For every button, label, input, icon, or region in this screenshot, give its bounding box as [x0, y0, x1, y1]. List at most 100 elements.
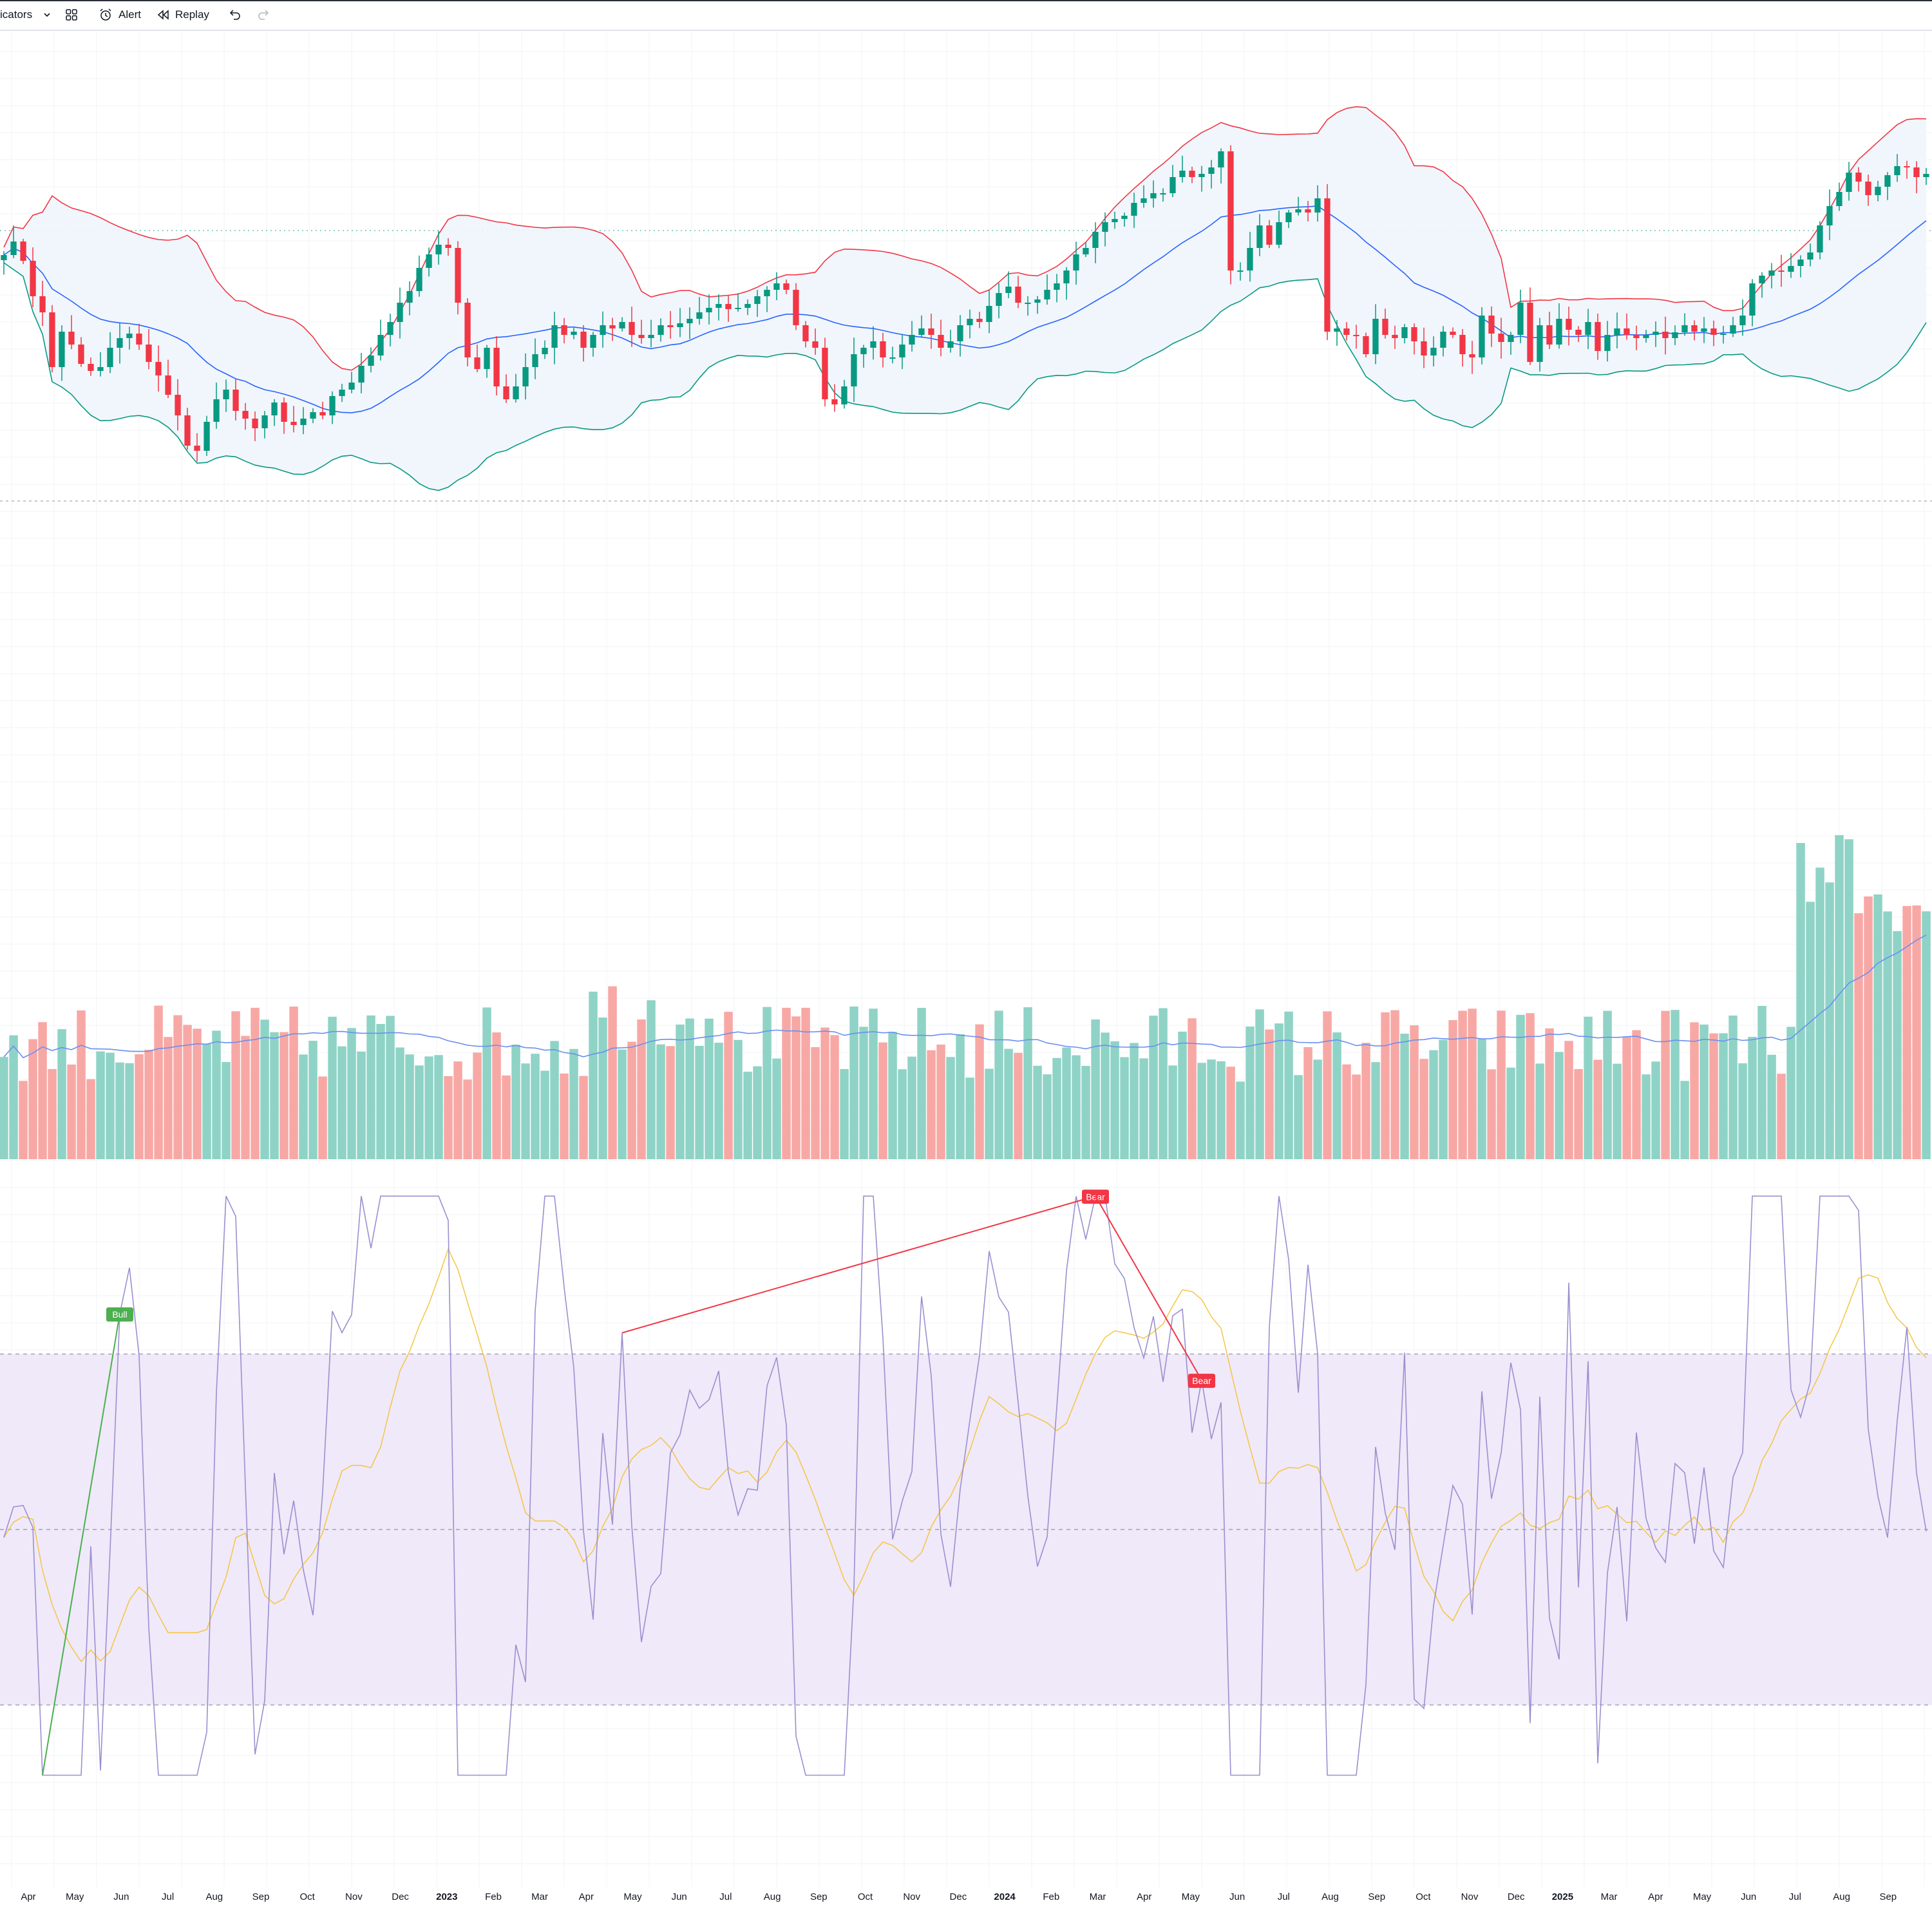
volume-bar [86, 1079, 95, 1159]
candle-body [1884, 175, 1891, 187]
indicators-dropdown-button[interactable] [43, 5, 52, 24]
volume-bar [618, 1049, 627, 1159]
candle-body [1025, 303, 1031, 304]
candle-body [938, 335, 944, 348]
candle-body [397, 303, 403, 322]
candle-body [1276, 222, 1282, 245]
candle-body [764, 290, 770, 296]
undo-button[interactable] [228, 5, 242, 24]
candle-body [1440, 332, 1446, 348]
volume-bar [1043, 1074, 1052, 1159]
time-axis-label: Oct [300, 1891, 316, 1902]
volume-bar [1555, 1052, 1564, 1159]
volume-bar [1902, 905, 1911, 1159]
candle-body [957, 325, 963, 341]
volume-bar [473, 1052, 482, 1159]
time-axis-label: May [1693, 1891, 1712, 1902]
volume-bar [898, 1069, 907, 1159]
candle-body [1904, 166, 1910, 167]
candle-body [1575, 330, 1582, 335]
volume-bar [1236, 1081, 1245, 1159]
volume-bar [57, 1029, 66, 1159]
volume-bar [1709, 1033, 1718, 1159]
candle-body [1527, 303, 1533, 362]
volume-bar [1661, 1010, 1670, 1159]
candle-body [1624, 328, 1630, 335]
candle-body [1044, 290, 1050, 299]
time-axis-label: Aug [764, 1891, 781, 1902]
candle-body [1759, 276, 1765, 283]
time-axis: Apr May Jun Jul Aug Sep Oct Nov Dec 2023 Feb Mar Apr… [21, 1891, 1897, 1902]
volume-bar [1400, 1034, 1409, 1159]
volume-bar [376, 1024, 385, 1159]
redo-icon [256, 8, 270, 22]
candle-body [1073, 254, 1079, 270]
volume-bar [936, 1045, 945, 1159]
time-axis-label: Aug [205, 1891, 223, 1902]
candle-body [68, 332, 75, 345]
candle-body [677, 323, 683, 327]
candle-body [1305, 209, 1311, 213]
candle-body [10, 242, 17, 255]
volume-bar [1728, 1015, 1738, 1159]
candle-body [1363, 336, 1369, 354]
candle-body [1778, 270, 1785, 272]
volume-bar [1690, 1022, 1699, 1159]
candle-body [1083, 248, 1089, 254]
candle-body [223, 390, 229, 399]
candle-body [1015, 287, 1021, 303]
volume-bar [589, 991, 598, 1159]
volume-bar [1303, 1047, 1312, 1159]
redo-button[interactable] [256, 5, 270, 24]
volume-bar [1584, 1016, 1593, 1159]
candle-body [126, 334, 133, 338]
volume-bar [405, 1054, 414, 1159]
volume-bar [1622, 1036, 1631, 1159]
volume-bar [251, 1007, 260, 1159]
volume-bar [1255, 1009, 1264, 1159]
divergence-label-box [106, 1307, 133, 1322]
indicators-button[interactable]: icators [0, 5, 32, 24]
volume-bar [386, 1016, 395, 1159]
volume-bar [1390, 1010, 1399, 1159]
candle-body [976, 319, 983, 322]
candle-body [1556, 319, 1562, 345]
layouts-button[interactable] [64, 5, 79, 24]
time-axis-label: 2025 [1552, 1891, 1573, 1902]
volume-bar [1149, 1016, 1158, 1159]
volume-bar [1700, 1024, 1709, 1159]
time-axis-label: Feb [485, 1891, 502, 1902]
volume-bar [154, 1005, 163, 1159]
volume-bar [627, 1041, 636, 1159]
candle-body [1459, 335, 1466, 354]
candle-body [947, 341, 954, 348]
candle-body [184, 415, 191, 446]
replay-button[interactable]: Replay [156, 5, 209, 24]
candle-body [88, 364, 94, 371]
candle-body [1121, 216, 1128, 219]
volume-bar [676, 1024, 685, 1159]
volume-bar [482, 1007, 491, 1159]
time-axis-label: Jun [672, 1891, 687, 1902]
volume-bar [125, 1063, 134, 1159]
candle-body [1343, 328, 1350, 335]
candle-body [1334, 328, 1340, 332]
volume-bar [927, 1050, 936, 1159]
volume-bar [1062, 1047, 1071, 1159]
candle-body [1198, 174, 1205, 177]
volume-bar [1835, 835, 1844, 1159]
alert-button[interactable]: Alert [98, 5, 141, 24]
time-axis-label: Jun [1229, 1891, 1245, 1902]
candle-body [1710, 328, 1717, 335]
candle-body [155, 362, 162, 375]
candle-body [1498, 334, 1504, 342]
candle-body [1537, 325, 1543, 362]
volume-bar [1912, 905, 1921, 1159]
candle-body [561, 325, 567, 335]
volume-bar [202, 1043, 211, 1159]
volume-bar [1477, 1039, 1486, 1159]
bollinger-lower-line [3, 262, 1927, 491]
window-top-border [0, 0, 1932, 1]
volume-bar [279, 1032, 289, 1159]
